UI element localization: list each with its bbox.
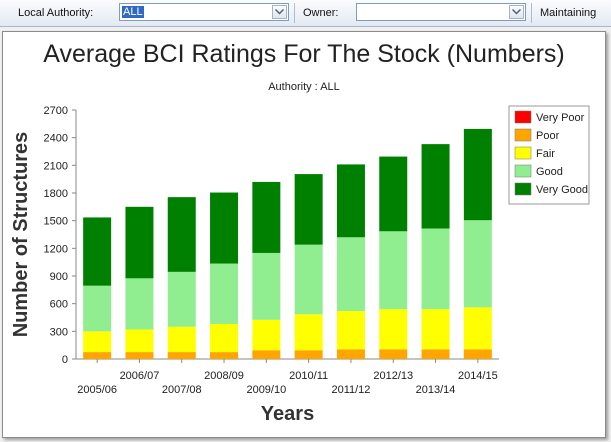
bar-segment-fair [83,331,112,353]
x-tick-label: 2014/15 [458,370,498,382]
bar-segment-very-good [167,197,196,272]
bar-segment-poor [379,349,408,359]
owner-label: Owner: [303,7,339,19]
y-tick-label: 0 [62,354,68,366]
bar-segment-poor [421,349,450,359]
chart-title: Average BCI Ratings For The Stock (Numbe… [43,40,565,68]
y-axis-title: Number of Structures [10,132,32,338]
bar-segment-poor [125,352,154,359]
legend-label: Fair [536,148,555,160]
legend-label: Very Good [536,184,588,196]
x-tick-label: 2011/12 [331,384,370,396]
bar-segment-very-good [463,128,492,221]
bar-segment-good [463,220,492,308]
bar-segment-very-good [336,164,365,238]
bar-segment-very-good [252,181,281,253]
legend-label: Good [536,166,563,178]
bar-segment-fair [421,309,450,350]
x-tick-label: 2006/07 [120,370,160,382]
bar-segment-fair [167,326,196,353]
legend-swatch-very-good [514,182,532,196]
bar-segment-poor [83,352,112,359]
bar-segment-very-good [379,156,408,232]
bar-segment-good [125,278,154,330]
legend-label: Very Poor [536,112,585,124]
local-authority-value: ALL [122,6,144,18]
filter-toolbar: Local Authority: ALL Owner: Maintaining [0,0,611,27]
bar-segment-good [252,252,281,320]
x-tick-label: 2007/08 [162,384,202,396]
bar-segment-good [210,263,239,324]
x-tick-label: 2005/06 [77,384,117,396]
bar-segment-poor [167,352,196,359]
bar-segment-fair [294,314,323,351]
y-tick-label: 1800 [44,188,68,200]
bar-segment-fair [336,311,365,350]
local-authority-select[interactable]: ALL [119,3,289,21]
x-tick-label: 2013/14 [416,384,456,396]
bar-segment-fair [210,323,239,353]
bar-segment-poor [252,350,281,359]
x-tick-label: 2012/13 [373,370,413,382]
y-tick-label: 2700 [44,105,68,117]
legend-swatch-good [514,164,532,178]
bar-segment-very-good [294,174,323,245]
y-tick-label: 300 [50,326,68,338]
y-tick-label: 600 [50,299,68,311]
bar-segment-good [167,271,196,327]
chevron-down-icon [275,9,284,15]
y-tick-label: 1200 [44,243,68,255]
bar-segment-fair [125,329,154,353]
chart-panel: Average BCI Ratings For The Stock (Numbe… [2,31,606,438]
bar-segment-very-good [210,192,239,264]
y-tick-label: 900 [50,271,68,283]
bar-segment-very-good [125,206,154,279]
y-tick-label: 2100 [44,160,68,172]
bar-segment-good [336,237,365,312]
bar-segment-fair [252,319,281,351]
bar-segment-fair [379,309,408,350]
chart-subtitle: Authority : ALL [268,81,340,93]
legend-swatch-fair [514,146,532,160]
toolbar-separator [294,3,295,23]
owner-select[interactable] [356,3,526,21]
x-tick-label: 2010/11 [289,370,328,382]
bar-segment-fair [463,307,492,350]
maintaining-label: Maintaining [540,7,597,19]
owner-dropdown-button[interactable] [509,5,524,19]
bar-segment-poor [294,350,323,359]
bar-segment-good [421,228,450,310]
bar-segment-good [83,285,112,332]
legend-swatch-very-poor [514,110,532,124]
chevron-down-icon [512,9,521,15]
bar-segment-good [294,244,323,315]
stacked-bar-chart: 0 300 600 900 1200 1500 1800 2100 2400 2700 2005/0… [10,105,590,425]
y-tick-label: 1500 [44,216,68,228]
legend-label: Poor [536,130,560,142]
x-tick-label: 2008/09 [204,370,244,382]
x-axis-title: Years [261,403,314,425]
bar-segment-very-good [83,217,112,286]
bar-segment-very-good [421,144,450,229]
bar-segment-poor [463,349,492,359]
bar-segment-good [379,231,408,310]
y-tick-label: 2400 [44,133,68,145]
x-tick-label: 2009/10 [246,384,286,396]
local-authority-dropdown-button[interactable] [272,5,287,19]
bar-segment-poor [336,349,365,359]
local-authority-label: Local Authority: [18,7,94,19]
toolbar-separator [531,3,532,23]
legend-swatch-poor [514,128,532,142]
bar-segment-poor [210,352,239,359]
